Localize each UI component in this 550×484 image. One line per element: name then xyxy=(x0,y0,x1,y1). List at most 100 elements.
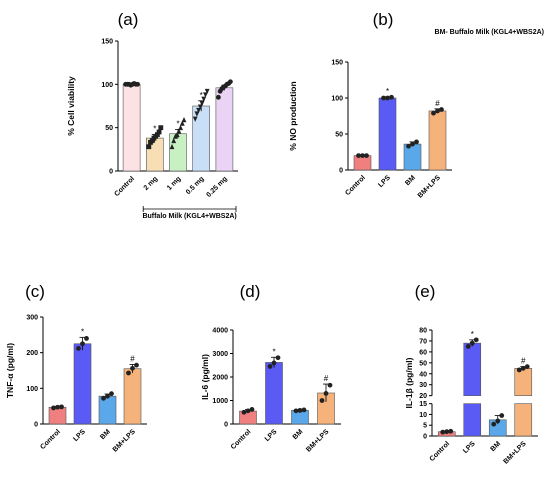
y-tick-label: 50 xyxy=(419,360,427,367)
y-axis-title: % Cell viability xyxy=(66,76,76,136)
y-tick-label: 150 xyxy=(101,39,113,46)
data-point xyxy=(197,104,203,110)
y-tick-label: 300 xyxy=(26,315,38,322)
y-tick-label: 2000 xyxy=(212,375,228,382)
bar xyxy=(98,395,117,425)
category-label: 0.5 mg xyxy=(185,175,206,196)
data-point xyxy=(199,101,205,107)
data-point xyxy=(301,407,307,413)
panel-label: (a) xyxy=(118,10,139,29)
significance-mark: * xyxy=(272,347,275,356)
data-point xyxy=(178,124,183,131)
y-tick-label: 80 xyxy=(419,328,427,335)
category-label: LPS xyxy=(377,174,392,189)
y-tick-label: 4000 xyxy=(212,328,228,335)
y-axis-title: % NO production xyxy=(288,81,298,150)
category-label: BM+LPS xyxy=(305,428,330,453)
y-tick-label: 0 xyxy=(224,422,228,429)
bar xyxy=(73,343,92,425)
data-point xyxy=(135,81,141,87)
data-point xyxy=(406,143,411,149)
data-point xyxy=(439,107,444,112)
significance-mark: * xyxy=(153,125,156,134)
data-point xyxy=(520,365,526,371)
data-point xyxy=(249,407,255,412)
significance-mark: # xyxy=(435,99,440,108)
bar xyxy=(122,84,141,172)
bar xyxy=(403,143,422,171)
bar xyxy=(265,362,283,425)
significance-mark: # xyxy=(130,354,135,363)
bar xyxy=(215,87,234,172)
data-point xyxy=(327,382,333,388)
data-point xyxy=(181,116,187,123)
data-point xyxy=(158,125,164,131)
data-point xyxy=(414,139,419,145)
data-point xyxy=(275,355,281,361)
category-label: BM+LPS xyxy=(502,440,527,465)
data-point xyxy=(55,404,60,410)
data-point xyxy=(241,409,247,415)
y-tick-label: 0 xyxy=(339,168,343,175)
bar xyxy=(428,110,447,171)
data-point xyxy=(389,94,394,100)
data-point xyxy=(431,110,436,116)
data-point xyxy=(473,337,479,343)
data-point xyxy=(154,132,160,137)
data-point xyxy=(51,405,56,411)
data-point xyxy=(105,393,110,399)
y-tick-label: 50 xyxy=(105,125,113,132)
y-axis-title: TNF-α (pg/ml) xyxy=(5,343,15,398)
data-point xyxy=(293,408,299,414)
data-point xyxy=(192,116,198,122)
data-point xyxy=(84,336,89,341)
data-point xyxy=(495,418,501,424)
data-point xyxy=(491,421,497,427)
panel-label: (d) xyxy=(240,282,261,301)
y-tick-label: 100 xyxy=(26,386,38,393)
bar xyxy=(192,105,210,172)
y-tick-label: 50 xyxy=(335,132,343,139)
y-tick-label: 200 xyxy=(26,350,38,357)
bar xyxy=(463,403,482,437)
data-point xyxy=(469,340,475,346)
data-point xyxy=(323,391,329,396)
y-tick-label: 0 xyxy=(34,422,38,429)
data-point xyxy=(364,153,369,159)
category-label: BM+LPS xyxy=(112,428,137,453)
data-point xyxy=(76,345,81,351)
y-tick-label: 5 xyxy=(423,423,427,430)
data-point xyxy=(149,138,155,144)
data-point xyxy=(174,131,180,137)
data-point xyxy=(271,360,277,366)
data-point xyxy=(101,395,106,401)
data-point xyxy=(59,404,64,410)
data-point xyxy=(435,108,440,114)
data-point xyxy=(356,153,361,159)
data-point xyxy=(126,370,131,376)
panel-label: (c) xyxy=(25,282,45,301)
y-tick-label: 1000 xyxy=(212,398,228,405)
data-point xyxy=(499,413,505,418)
data-point xyxy=(196,107,202,114)
y-axis-title: IL-1β (pg/ml) xyxy=(404,357,414,408)
data-point xyxy=(171,137,177,144)
data-point xyxy=(201,96,207,102)
data-point xyxy=(385,95,390,101)
data-point xyxy=(245,408,251,414)
category-label: LPS xyxy=(462,440,477,455)
bar xyxy=(514,368,533,396)
data-point xyxy=(204,88,210,95)
data-point xyxy=(134,362,139,368)
data-point xyxy=(179,120,185,126)
category-label: Control xyxy=(113,175,136,198)
bar xyxy=(463,342,482,396)
y-tick-label: 30 xyxy=(419,382,427,389)
significance-mark: # xyxy=(521,357,526,366)
category-label: Control xyxy=(344,174,367,197)
y-tick-label: 0 xyxy=(109,169,113,176)
data-point xyxy=(524,364,530,370)
significance-mark: * xyxy=(471,330,474,339)
